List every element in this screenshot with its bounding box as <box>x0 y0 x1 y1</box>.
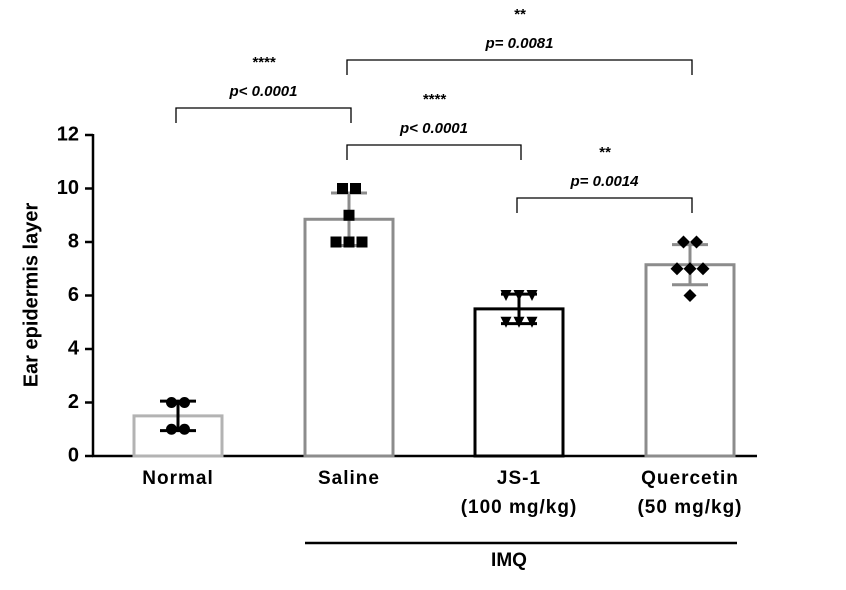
data-point <box>513 316 525 328</box>
significance-bracket <box>516 197 693 213</box>
data-point <box>696 262 710 276</box>
y-tick-label: 6 <box>68 284 79 306</box>
data-point <box>179 397 190 408</box>
data-point <box>683 262 697 276</box>
data-point <box>500 316 512 328</box>
x-tick-sublabel: (50 mg/kg) <box>637 497 742 518</box>
significance-stars: **** <box>422 91 447 108</box>
significance-stars: ** <box>514 6 527 23</box>
group-label: IMQ <box>491 550 527 571</box>
data-point <box>683 289 697 302</box>
p-value-label: p< 0.0001 <box>399 120 468 137</box>
y-tick-label: 4 <box>68 337 80 359</box>
data-point <box>690 235 703 249</box>
y-tick-label: 12 <box>57 123 79 145</box>
y-tick-label: 8 <box>68 230 79 252</box>
x-tick-sublabel: (100 mg/kg) <box>461 497 578 518</box>
data-point <box>179 423 190 435</box>
y-tick-label: 10 <box>57 177 79 199</box>
significance-stars: ** <box>599 144 612 161</box>
y-axis-label: Ear epidermis layer <box>20 203 42 388</box>
x-tick-label: Saline <box>318 468 380 489</box>
x-tick-label: Normal <box>142 468 213 489</box>
data-point <box>343 209 355 221</box>
data-point <box>350 183 361 194</box>
data-point <box>670 262 684 276</box>
data-point <box>337 183 348 194</box>
data-point <box>166 397 177 408</box>
significance-stars: **** <box>252 54 277 71</box>
p-value-label: p= 0.0014 <box>570 173 640 190</box>
data-point <box>343 236 355 248</box>
significance-bracket <box>346 59 693 75</box>
data-point <box>330 236 342 248</box>
bar <box>473 307 565 458</box>
data-point <box>166 423 177 435</box>
error-bar <box>160 399 196 433</box>
data-point <box>677 235 690 249</box>
y-tick-label: 0 <box>68 444 79 466</box>
data-point <box>500 290 512 301</box>
data-point <box>513 290 525 301</box>
data-point <box>526 316 538 328</box>
bar <box>303 217 395 458</box>
significance-bracket <box>346 144 522 160</box>
significance-bracket <box>175 107 352 123</box>
data-point <box>356 236 368 248</box>
data-point <box>526 290 538 301</box>
x-tick-label: JS-1 <box>497 468 541 489</box>
p-value-label: p< 0.0001 <box>229 83 298 100</box>
y-tick-label: 2 <box>68 391 79 413</box>
x-tick-label: Quercetin <box>641 468 739 489</box>
p-value-label: p= 0.0081 <box>485 35 554 52</box>
